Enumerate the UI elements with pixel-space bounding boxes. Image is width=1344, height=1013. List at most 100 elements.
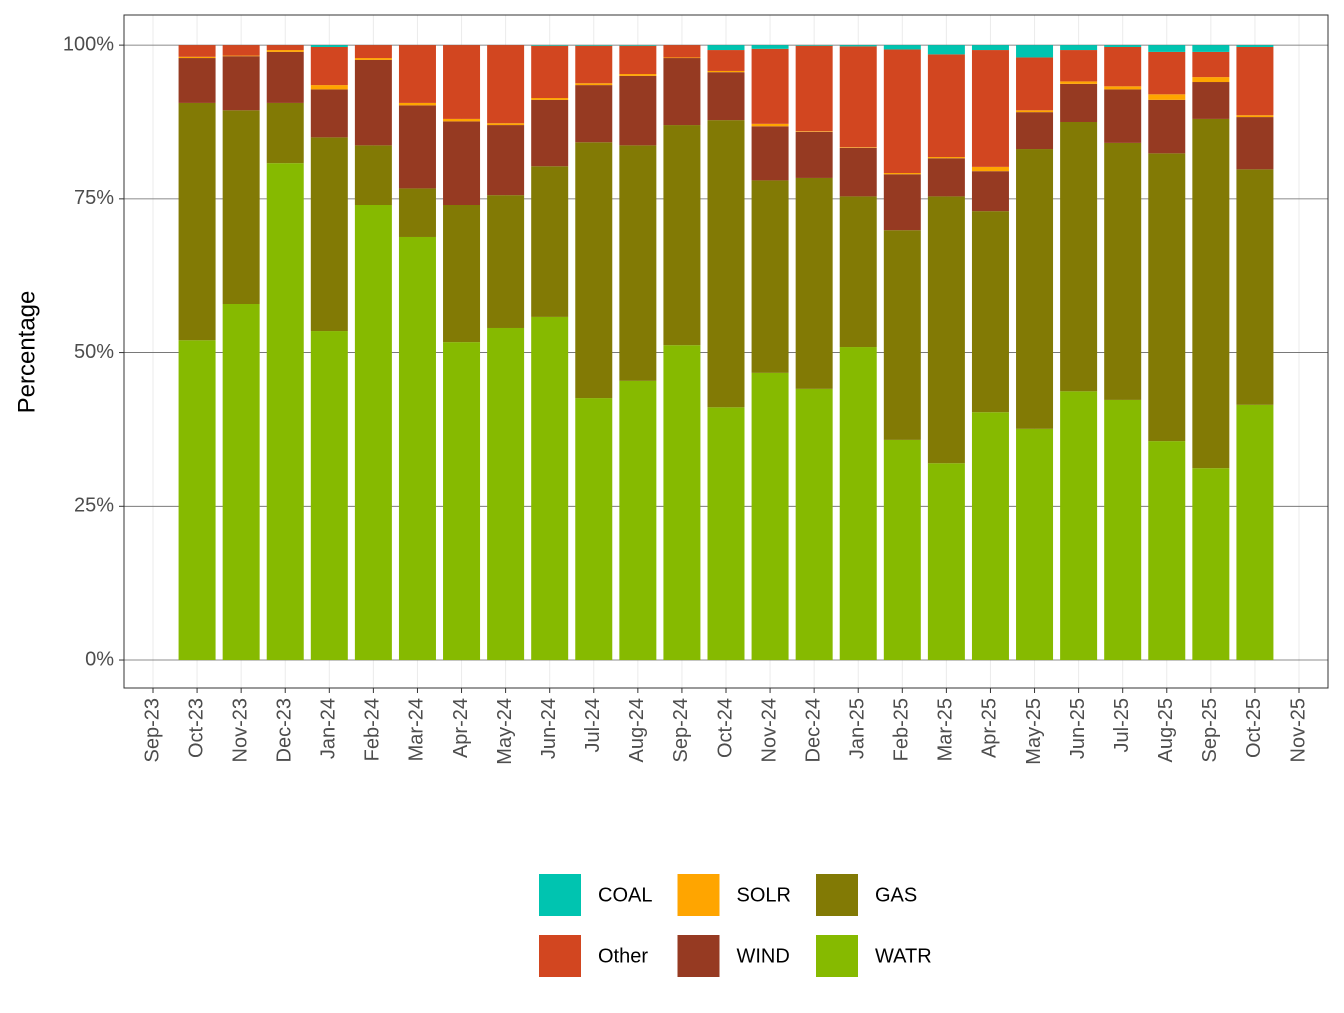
bar-segment	[222, 45, 260, 56]
bar-segment	[927, 463, 965, 661]
x-tick-label: Jul-25	[1111, 698, 1133, 752]
bar-segment	[707, 45, 745, 51]
bar-segment	[1148, 441, 1186, 661]
bar-segment	[751, 48, 789, 124]
bar-segment	[531, 166, 569, 317]
bar-segment	[971, 166, 1009, 172]
legend-key	[539, 935, 581, 977]
bar-segment	[443, 118, 481, 122]
legend-label: WATR	[875, 945, 932, 967]
x-tick-label: Mar-24	[406, 698, 428, 761]
bar-segment	[839, 347, 877, 661]
x-tick-label: Nov-25	[1287, 698, 1309, 762]
x-tick-label: Apr-24	[450, 698, 472, 758]
bar-segment	[795, 45, 833, 46]
bar-segment	[619, 75, 657, 146]
bar-segment	[1236, 46, 1274, 116]
bar-segment	[178, 58, 216, 103]
legend-key	[816, 874, 858, 916]
bar-segment	[1016, 110, 1054, 113]
bar-segment	[310, 331, 348, 661]
bar-segment	[839, 46, 877, 148]
bar-segment	[354, 205, 392, 661]
bar-segment	[883, 49, 921, 174]
bar-segment	[927, 158, 965, 197]
bar-segment	[443, 45, 481, 119]
bar-segment	[1192, 45, 1230, 52]
bar-segment	[1236, 404, 1274, 661]
bar-segment	[1060, 83, 1098, 122]
bar-segment	[707, 50, 745, 71]
bar-segment	[619, 74, 657, 76]
y-tick-label: 100%	[63, 33, 114, 55]
bar-segment	[795, 177, 833, 389]
bar-segment	[707, 70, 745, 73]
bar-segment	[222, 55, 260, 57]
bar-segment	[1148, 153, 1186, 442]
x-tick-label: Jul-24	[582, 698, 604, 752]
bar-segment	[839, 147, 877, 148]
bar-segment	[1016, 57, 1054, 111]
bar-segment	[1236, 45, 1274, 47]
bar-segment	[487, 45, 525, 124]
bar-segment	[531, 98, 569, 100]
bar-segment	[971, 50, 1009, 167]
legend-key	[677, 935, 720, 977]
bar-segment	[443, 121, 481, 206]
bar-segment	[398, 102, 436, 106]
plot-border	[123, 14, 1329, 689]
legend-key	[816, 935, 858, 977]
x-tick-label: Feb-25	[891, 698, 913, 761]
bar-segment	[487, 327, 525, 661]
bar-segment	[883, 173, 921, 175]
bar-segment	[883, 45, 921, 50]
bar-segment	[663, 125, 701, 346]
x-tick-label: Aug-24	[626, 698, 648, 763]
bar-segment	[1104, 399, 1142, 661]
bar-segment	[443, 342, 481, 661]
bar-segment	[310, 137, 348, 332]
bar-segment	[751, 45, 789, 49]
legend-label: COAL	[598, 884, 652, 906]
y-tick-label: 50%	[74, 341, 114, 363]
bar-segment	[1060, 81, 1098, 84]
bar-segment	[310, 89, 348, 138]
bar-segment	[398, 105, 436, 189]
bar-segment	[795, 45, 833, 132]
legend-label: SOLR	[737, 884, 791, 906]
x-tick-label: Nov-23	[229, 698, 251, 762]
bar-segment	[927, 54, 965, 158]
bar-segment	[663, 345, 701, 661]
bar-segment	[971, 45, 1009, 51]
bar-segment	[1192, 51, 1230, 78]
bar-segment	[354, 59, 392, 146]
bar-segment	[487, 195, 525, 328]
bar-segment	[663, 57, 701, 59]
bar-segment	[266, 163, 304, 661]
bar-segment	[531, 45, 569, 46]
y-tick-label: 75%	[74, 187, 114, 209]
bar-segment	[531, 99, 569, 167]
bar-segment	[619, 145, 657, 381]
x-tick-label: Dec-24	[802, 698, 824, 762]
x-tick-label: Apr-25	[979, 698, 1001, 758]
bar-segment	[398, 236, 436, 661]
bar-segment	[971, 171, 1009, 212]
bar-segment	[1192, 118, 1230, 469]
bar-segment	[1016, 112, 1054, 150]
bar-segment	[707, 407, 745, 661]
bar-segment	[178, 340, 216, 661]
bar-segment	[751, 123, 789, 127]
bar-segment	[619, 45, 657, 46]
bar-segment	[883, 174, 921, 231]
bar-segment	[1016, 45, 1054, 58]
bar-segment	[266, 45, 304, 51]
bar-segment	[1236, 117, 1274, 170]
bar-segment	[1192, 82, 1230, 119]
x-tick-label: Oct-24	[714, 698, 736, 758]
bar-segment	[795, 388, 833, 661]
bar-segment	[1148, 51, 1186, 95]
bar-segment	[927, 196, 965, 464]
bar-segment	[619, 380, 657, 661]
